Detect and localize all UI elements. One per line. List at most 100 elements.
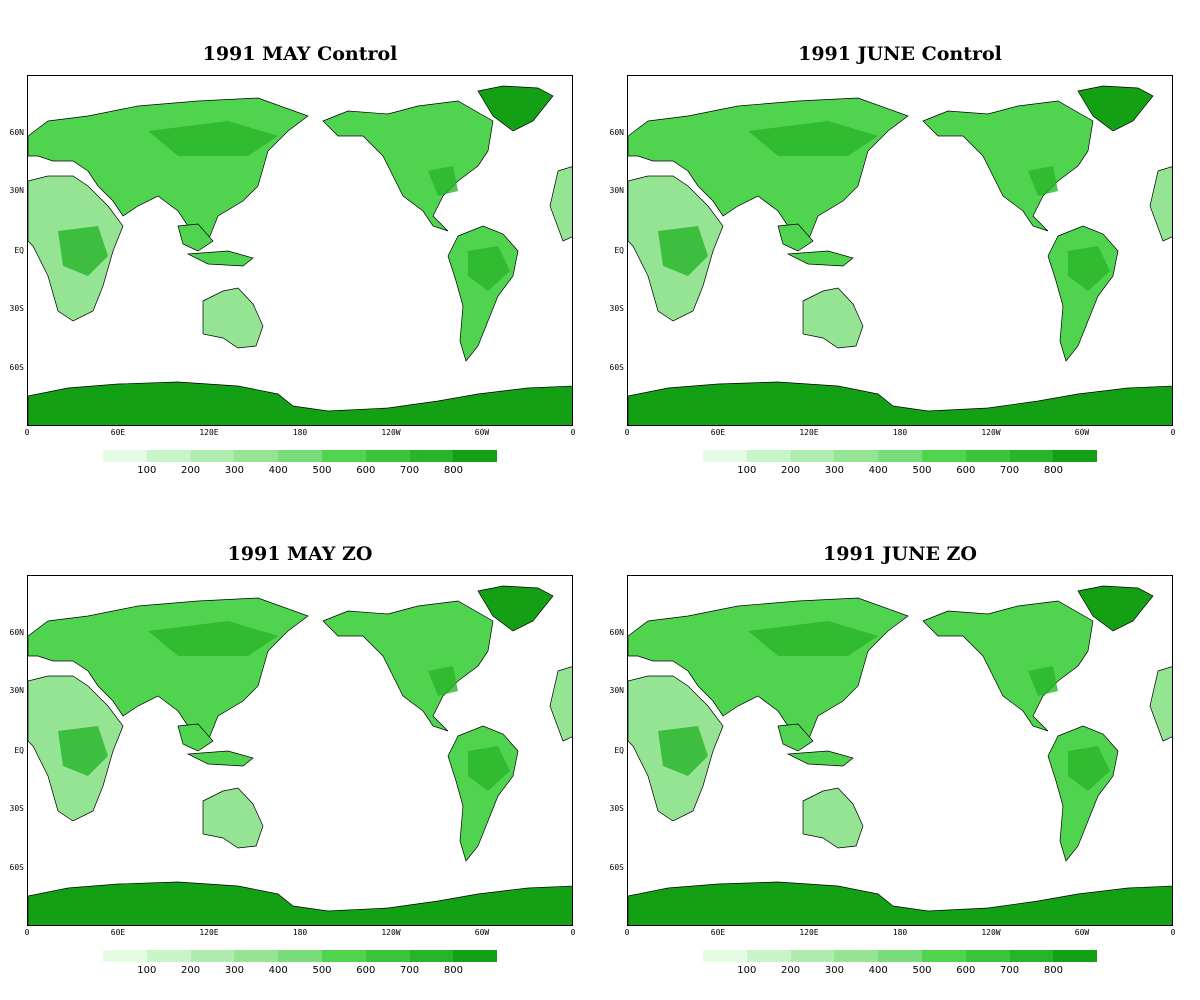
latitude-label: 30S <box>609 804 624 813</box>
siberia_hi-shading <box>748 121 878 156</box>
colorbar-swatch <box>746 950 791 962</box>
colorbar-tick-label: 100 <box>137 965 157 976</box>
samerica-landmass <box>1047 725 1119 862</box>
latitude-label: 60N <box>9 628 24 637</box>
colorbar-tick-label: 500 <box>312 465 332 476</box>
colorbar-tick-label: 200 <box>781 965 801 976</box>
colorbar-tick-label: 700 <box>400 465 420 476</box>
africa_mid-shading <box>58 726 108 776</box>
longitude-label: 60W <box>474 928 490 937</box>
colorbar-tick-label: 800 <box>443 965 463 976</box>
latitude-label: EQ <box>14 246 24 255</box>
colorbar-tick-label: 700 <box>400 965 420 976</box>
latitude-label: 30S <box>609 304 624 313</box>
greenland-landmass <box>477 85 554 132</box>
longitude-label: 60E <box>710 428 726 437</box>
namerica-landmass <box>322 600 494 732</box>
longitude-label: 120E <box>199 928 219 937</box>
greenland-landmass <box>1077 85 1154 132</box>
map-area <box>27 75 573 426</box>
antarctica-landmass <box>28 381 572 425</box>
africa_mid-shading <box>58 226 108 276</box>
colorbar-swatch <box>878 950 922 962</box>
colorbar-swatch <box>453 950 498 962</box>
latitude-label: 60S <box>609 363 624 372</box>
colorbar-swatch <box>1053 950 1098 962</box>
colorbar-swatch <box>965 450 1010 462</box>
colorbar-tick-label: 300 <box>824 965 844 976</box>
colorbar-swatch <box>234 450 279 462</box>
colorbar-tick-label: 300 <box>824 465 844 476</box>
africa_e-landmass <box>1149 666 1172 742</box>
namerica_e-shading <box>1028 166 1058 196</box>
longitude-label: 180 <box>292 928 308 937</box>
siberia_hi-shading <box>148 121 278 156</box>
colorbar-swatch <box>921 950 966 962</box>
longitude-label: 60W <box>1074 928 1090 937</box>
australia-landmass <box>802 787 864 849</box>
colorbar-tick-label: 500 <box>312 965 332 976</box>
samerica_mid-shading <box>1068 246 1110 291</box>
longitude-label: 0 <box>24 428 30 437</box>
colorbar-swatch <box>321 950 366 962</box>
antarctica-landmass <box>628 381 1172 425</box>
latitude-label: 60N <box>9 128 24 137</box>
colorbar-swatch <box>146 950 191 962</box>
colorbar-swatch <box>790 950 835 962</box>
colorbar-swatch <box>1009 450 1054 462</box>
panel-title: 1991 JUNE Control <box>798 43 1002 65</box>
colorbar-swatch <box>103 950 147 962</box>
colorbar-swatch <box>703 950 747 962</box>
namerica_e-shading <box>1028 666 1058 696</box>
colorbar-tick-label: 800 <box>1043 465 1063 476</box>
panel-title: 1991 MAY Control <box>202 43 398 65</box>
colorbar-swatch <box>365 950 410 962</box>
indonesia-landmass <box>786 250 854 267</box>
latitude-label: 60S <box>609 863 624 872</box>
latitude-label: 60S <box>9 363 24 372</box>
samerica_mid-shading <box>468 746 510 791</box>
colorbar-swatch <box>1009 950 1054 962</box>
namerica-landmass <box>322 100 494 232</box>
samerica_mid-shading <box>468 246 510 291</box>
australia-landmass <box>202 787 264 849</box>
colorbar <box>103 450 498 462</box>
namerica_e-shading <box>428 166 458 196</box>
colorbar-tick-label: 200 <box>181 965 201 976</box>
longitude-label: 60E <box>710 928 726 937</box>
longitude-label: 0 <box>624 428 630 437</box>
colorbar-swatch <box>965 950 1010 962</box>
colorbar-tick-label: 800 <box>443 465 463 476</box>
colorbar-swatch <box>278 950 322 962</box>
longitude-label: 180 <box>892 928 908 937</box>
colorbar-swatch <box>834 950 879 962</box>
longitude-label: 120E <box>799 428 819 437</box>
longitude-label: 120E <box>199 428 219 437</box>
indonesia-landmass <box>186 750 254 767</box>
namerica-landmass <box>922 100 1094 232</box>
longitude-label: 0 <box>570 928 576 937</box>
latitude-label: 30N <box>9 186 24 195</box>
longitude-label: 120W <box>381 428 401 437</box>
longitude-label: 120W <box>381 928 401 937</box>
colorbar-tick-label: 600 <box>356 965 376 976</box>
australia-landmass <box>202 287 264 349</box>
longitude-label: 60E <box>110 428 126 437</box>
colorbar-swatch <box>878 450 922 462</box>
colorbar-swatch <box>921 450 966 462</box>
colorbar-swatch <box>234 950 279 962</box>
world-map <box>628 585 1172 925</box>
latitude-label: EQ <box>614 246 624 255</box>
colorbar-swatch <box>453 450 498 462</box>
longitude-label: 60W <box>1074 428 1090 437</box>
colorbar-tick-label: 700 <box>1000 965 1020 976</box>
africa_e-landmass <box>1149 166 1172 242</box>
colorbar-tick-label: 500 <box>912 965 932 976</box>
colorbar-swatch <box>746 450 791 462</box>
longitude-label: 0 <box>24 928 30 937</box>
colorbar-swatch <box>365 450 410 462</box>
colorbar-tick-label: 600 <box>956 965 976 976</box>
africa_mid-shading <box>658 726 708 776</box>
colorbar-swatch <box>409 450 454 462</box>
longitude-label: 0 <box>1170 928 1176 937</box>
